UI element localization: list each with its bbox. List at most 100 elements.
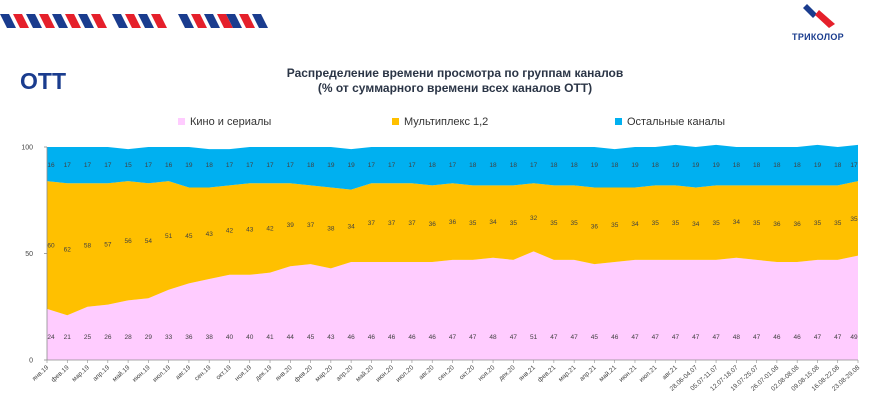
value-label-multiplex: 43 [246, 227, 254, 234]
x-tick-label: ноя.19 [234, 364, 254, 383]
legend-item-kino: Кино и сериалы [178, 116, 271, 128]
stripe [13, 14, 29, 28]
value-label-multiplex: 58 [84, 242, 92, 249]
value-label-other: 18 [733, 162, 741, 169]
value-label-multiplex: 35 [834, 220, 842, 227]
value-label-other: 16 [47, 162, 55, 169]
stripe [0, 14, 16, 28]
value-label-multiplex: 35 [652, 220, 660, 227]
stripe [252, 14, 268, 28]
logo-mark [803, 4, 835, 28]
legend-swatch-kino [178, 117, 185, 125]
x-tick-label: июн.20 [375, 364, 396, 384]
x-tick-label: янв.20 [274, 364, 294, 383]
value-label-multiplex: 34 [489, 219, 497, 226]
chart-title-line-2: (% от суммарного времени всех каналов OT… [317, 81, 593, 95]
value-label-kino: 38 [206, 334, 214, 341]
value-label-other: 15 [124, 162, 132, 169]
stripe [91, 14, 107, 28]
value-label-other: 19 [185, 162, 193, 169]
area-kino [47, 251, 858, 360]
x-tick-label: ноя.20 [477, 364, 497, 383]
value-label-other: 18 [510, 162, 518, 169]
x-tick-label: янв.19 [31, 364, 51, 383]
value-label-other: 18 [307, 162, 315, 169]
x-tick-label: сен.20 [437, 364, 456, 383]
stripe [217, 14, 233, 28]
value-label-other: 19 [631, 162, 639, 169]
value-label-kino: 47 [753, 334, 761, 341]
value-label-other: 19 [712, 162, 720, 169]
value-label-kino: 51 [530, 334, 538, 341]
value-label-multiplex: 60 [47, 242, 55, 249]
stripe [226, 14, 242, 28]
logo-text: ТРИКОЛОР [792, 32, 844, 42]
value-label-other: 18 [794, 162, 802, 169]
value-label-multiplex: 34 [733, 219, 741, 226]
value-label-other: 18 [571, 162, 579, 169]
stripe [39, 14, 55, 28]
value-label-multiplex: 42 [266, 225, 274, 232]
x-tick-label: июл.21 [638, 364, 659, 384]
value-label-multiplex: 34 [348, 223, 356, 230]
value-label-other: 17 [449, 162, 457, 169]
stripe [204, 14, 220, 28]
value-label-kino: 47 [449, 334, 457, 341]
value-label-other: 17 [388, 162, 396, 169]
value-label-kino: 47 [510, 334, 518, 341]
value-label-multiplex: 32 [530, 215, 538, 222]
value-label-kino: 47 [631, 334, 639, 341]
value-label-other: 16 [165, 162, 173, 169]
value-label-multiplex: 39 [287, 222, 295, 229]
legend-label-kino: Кино и сериалы [190, 116, 272, 128]
value-label-multiplex: 35 [611, 222, 619, 229]
value-label-multiplex: 42 [226, 228, 234, 235]
value-label-other: 18 [773, 162, 781, 169]
x-tick-label: апр.20 [335, 364, 355, 383]
value-label-other: 19 [327, 162, 335, 169]
value-label-kino: 43 [327, 334, 335, 341]
x-tick-label: дек.19 [254, 364, 273, 382]
value-label-multiplex: 43 [206, 231, 214, 238]
x-tick-label: апр.21 [578, 364, 598, 383]
stripe [26, 14, 42, 28]
value-label-other: 18 [611, 162, 619, 169]
value-label-kino: 46 [611, 334, 619, 341]
x-tick-label: янв.21 [518, 364, 538, 383]
value-label-multiplex: 62 [64, 247, 72, 254]
value-label-multiplex: 35 [850, 216, 858, 223]
x-tick-label: июн.21 [618, 364, 639, 384]
value-label-multiplex: 54 [145, 238, 153, 245]
stripe [78, 14, 94, 28]
legend-item-multiplex: Мультиплекс 1,2 [392, 116, 488, 128]
x-tick-label: авг.21 [661, 364, 679, 381]
value-label-multiplex: 35 [571, 220, 579, 227]
value-label-kino: 48 [489, 334, 497, 341]
legend-swatch-multiplex [392, 117, 399, 125]
x-tick-label: июн.19 [131, 364, 152, 384]
legend-item-other: Остальные каналы [615, 116, 725, 128]
stripe [191, 14, 207, 28]
x-tick-label: фев.21 [537, 364, 558, 384]
value-label-multiplex: 35 [550, 220, 558, 227]
value-label-multiplex: 35 [712, 220, 720, 227]
value-label-multiplex: 56 [124, 238, 132, 245]
value-label-multiplex: 35 [814, 220, 822, 227]
value-label-multiplex: 37 [408, 220, 416, 227]
value-label-other: 19 [692, 162, 700, 169]
y-tick-label: 0 [29, 358, 33, 365]
x-tick-label: дек.20 [498, 364, 517, 382]
value-label-kino: 26 [104, 334, 112, 341]
x-tick-label: май.19 [111, 363, 132, 383]
value-label-multiplex: 37 [368, 220, 376, 227]
x-tick-label: июл.19 [152, 364, 173, 384]
value-label-kino: 47 [692, 334, 700, 341]
section-title: OTT [20, 68, 66, 94]
value-label-multiplex: 35 [672, 220, 680, 227]
value-label-other: 17 [84, 162, 92, 169]
value-label-kino: 40 [246, 334, 254, 341]
value-label-kino: 47 [672, 334, 680, 341]
y-tick-label: 100 [21, 145, 33, 152]
value-label-multiplex: 37 [388, 220, 396, 227]
